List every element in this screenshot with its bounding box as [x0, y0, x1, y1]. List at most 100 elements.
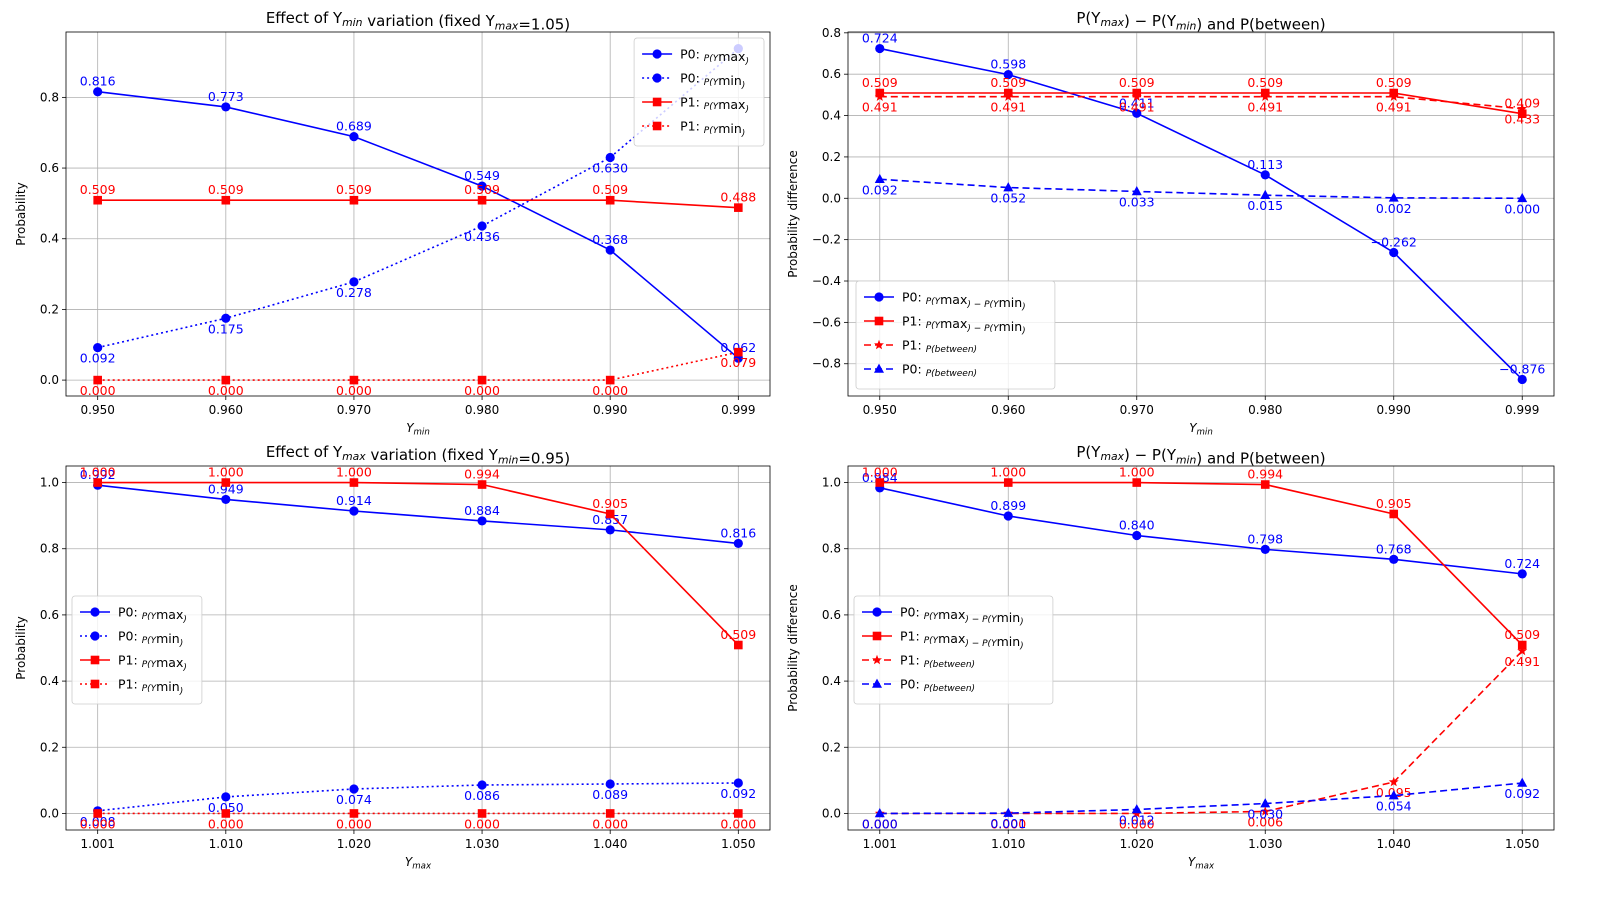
- legend-box: [71, 595, 203, 705]
- data-label: 0.030: [1247, 807, 1283, 822]
- data-label: 0.092: [720, 786, 756, 801]
- data-point: [605, 375, 615, 385]
- data-label: 0.089: [592, 787, 628, 802]
- data-label: 0.984: [862, 470, 898, 485]
- x-axis-label: Ymin: [1189, 421, 1213, 438]
- data-point: [1517, 192, 1528, 203]
- data-point: [477, 480, 487, 489]
- data-label: 0.113: [1247, 157, 1283, 172]
- data-label: 0.175: [208, 321, 244, 336]
- data-label: 0.002: [1376, 201, 1412, 216]
- data-label: 0.092: [1504, 786, 1540, 801]
- legend-marker: [872, 631, 882, 641]
- series-1: 0.724 0.598 0.411 0.113 −0.262 −0.876: [862, 31, 1545, 385]
- data-label: −0.876: [1499, 361, 1545, 376]
- data-label: 0.000: [464, 383, 500, 398]
- data-point: [93, 342, 103, 353]
- legend-label: P0: P(Ymin): [680, 71, 745, 91]
- data-label: 0.914: [336, 493, 372, 508]
- data-point: [1131, 804, 1142, 814]
- legend-marker: [90, 655, 100, 665]
- y-tick-label: 0.6: [40, 608, 59, 622]
- data-point: [93, 375, 102, 385]
- legend-entry: P1: P(Ymin): [642, 119, 745, 139]
- data-point: [1003, 182, 1014, 192]
- x-tick-label: 0.950: [863, 403, 897, 417]
- y-tick-label: 0.8: [822, 542, 841, 556]
- legend-label: P1: P(Ymax): [118, 653, 187, 673]
- data-point: [1131, 186, 1142, 196]
- data-label: 0.015: [1247, 198, 1283, 213]
- axes-frame: [65, 465, 771, 831]
- data-label: 0.436: [464, 229, 500, 244]
- data-label: 0.000: [862, 816, 898, 831]
- legend-label: P1: P(Ymax) − P(Ymin): [902, 314, 1026, 337]
- series-line: [879, 95, 1523, 110]
- data-label: 0.509: [720, 627, 756, 642]
- data-point: [1132, 108, 1142, 118]
- y-tick-label: 0.2: [822, 150, 841, 164]
- legend: P0: P(Ymax) P0: P(Ymin) P1: P(Ymax) P1: P(Y…: [633, 37, 765, 147]
- data-label: 1.000: [990, 465, 1026, 480]
- y-tick-label: 0.0: [40, 806, 59, 820]
- data-label: 0.509: [862, 75, 898, 90]
- data-point: [349, 809, 359, 818]
- legend-label: P0: P(Ymax) − P(Ymin): [900, 605, 1024, 628]
- data-point: [477, 780, 487, 790]
- series-3: 0.509 0.509 0.509 0.509 0.509 0.488: [80, 182, 756, 212]
- data-label: 0.000: [208, 383, 244, 398]
- y-tick-label: 0.0: [822, 191, 841, 205]
- axes-frame: [847, 465, 1555, 831]
- y-tick-label: 0.8: [40, 542, 59, 556]
- data-label: 0.000: [990, 816, 1026, 831]
- legend-entry: P1: P(Ymax) − P(Ymin): [864, 314, 1026, 337]
- data-point: [221, 313, 231, 323]
- data-label: 0.000: [720, 816, 756, 831]
- data-label: 0.509: [208, 182, 244, 197]
- data-label: 0.368: [592, 232, 628, 247]
- y-tick-label: 1.0: [40, 476, 59, 490]
- data-point: [477, 181, 487, 191]
- data-label: 0.816: [80, 74, 116, 89]
- series-line: [879, 178, 1523, 200]
- legend-label: P0: P(Ymax): [118, 605, 187, 625]
- data-label: 0.491: [862, 100, 898, 115]
- y-tick-label: −0.8: [812, 357, 841, 371]
- data-point: [1517, 569, 1527, 579]
- data-label: 1.000: [862, 465, 898, 480]
- y-tick-label: 0.4: [822, 109, 841, 123]
- y-tick-label: −0.4: [812, 274, 841, 288]
- legend-label: P1: P(Ymax): [680, 95, 749, 115]
- x-tick-label: 0.999: [1505, 403, 1539, 417]
- x-tick-label: 0.980: [1248, 403, 1282, 417]
- data-point: [605, 509, 615, 519]
- series-line: [879, 47, 1523, 381]
- data-label: 0.033: [1119, 194, 1155, 209]
- data-point: [477, 221, 487, 231]
- y-tick-label: 0.2: [40, 740, 59, 754]
- data-point: [349, 478, 359, 487]
- legend-marker: [652, 121, 662, 131]
- legend-label: P1: P(between): [900, 653, 975, 671]
- x-tick-label: 0.950: [81, 403, 115, 417]
- series-2: 0.092 0.175 0.278 0.436 0.630: [80, 44, 743, 366]
- y-tick-label: −0.6: [812, 315, 841, 329]
- series-4: 0.092 0.052 0.033 0.015 0.002 0.000: [862, 173, 1540, 216]
- data-point: [1132, 530, 1142, 541]
- legend-marker: [90, 631, 100, 641]
- data-label: 0.278: [336, 285, 372, 300]
- data-point: [349, 506, 359, 516]
- y-axis-label: Probability: [14, 616, 28, 679]
- legend-entry: P0: P(Ymax) − P(Ymin): [862, 605, 1024, 628]
- data-label: 0.509: [1119, 75, 1155, 90]
- x-axis-label: Ymax: [1188, 855, 1215, 872]
- x-tick-label: 0.970: [337, 403, 371, 417]
- data-label: 0.724: [862, 31, 898, 46]
- data-label: 0.899: [990, 498, 1026, 513]
- y-tick-label: 0.4: [40, 674, 59, 688]
- x-tick-label: 0.990: [593, 403, 627, 417]
- legend-label: P0: P(between): [902, 362, 977, 380]
- data-point: [1517, 645, 1528, 656]
- data-label: 0.994: [464, 467, 500, 482]
